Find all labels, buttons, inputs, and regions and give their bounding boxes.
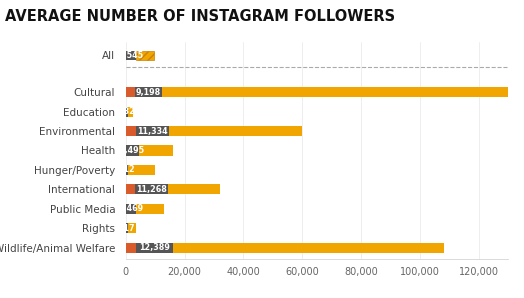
- Text: 4,495: 4,495: [120, 146, 145, 155]
- Bar: [127, 165, 155, 175]
- Bar: [136, 243, 172, 253]
- Text: 717: 717: [118, 224, 135, 233]
- Bar: [136, 51, 154, 60]
- Bar: [126, 184, 135, 194]
- Bar: [126, 107, 128, 117]
- Text: 11,268: 11,268: [136, 185, 167, 194]
- Bar: [168, 184, 220, 194]
- Bar: [126, 204, 136, 214]
- Bar: [169, 126, 302, 136]
- Bar: [126, 165, 127, 175]
- Text: 9,198: 9,198: [136, 88, 161, 97]
- Bar: [126, 243, 136, 253]
- Bar: [126, 223, 128, 233]
- Bar: [136, 126, 169, 136]
- Bar: [126, 51, 136, 60]
- Bar: [135, 184, 168, 194]
- Text: AVERAGE NUMBER OF INSTAGRAM FOLLOWERS: AVERAGE NUMBER OF INSTAGRAM FOLLOWERS: [5, 9, 396, 24]
- Bar: [128, 107, 133, 117]
- Bar: [126, 145, 139, 156]
- Bar: [126, 126, 136, 136]
- Bar: [161, 87, 508, 97]
- Text: 3,469: 3,469: [118, 204, 144, 213]
- Bar: [135, 87, 161, 97]
- Bar: [136, 204, 164, 214]
- Text: 612: 612: [118, 165, 135, 174]
- Bar: [128, 223, 136, 233]
- Bar: [139, 145, 173, 156]
- Text: 3,545: 3,545: [118, 51, 144, 60]
- Bar: [172, 243, 443, 253]
- Text: 682: 682: [118, 107, 135, 116]
- Bar: [126, 87, 135, 97]
- Text: 11,334: 11,334: [137, 127, 168, 136]
- Text: 12,389: 12,389: [139, 243, 170, 252]
